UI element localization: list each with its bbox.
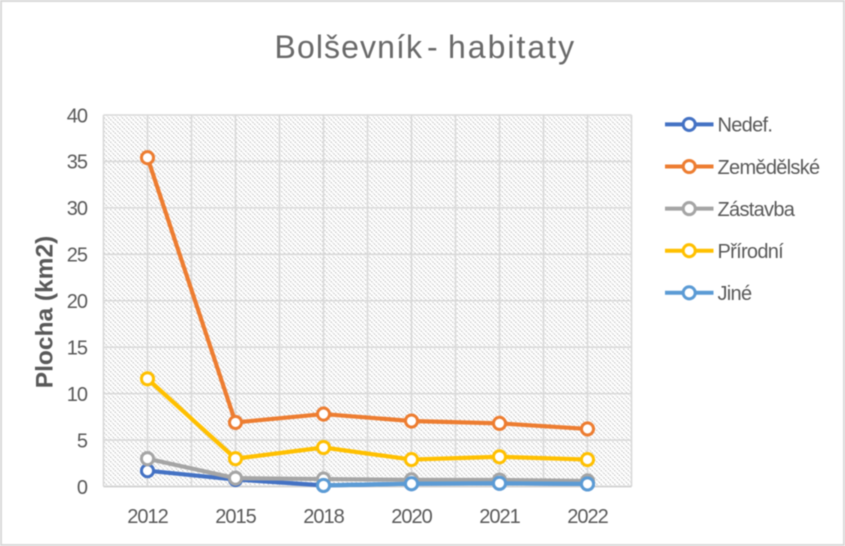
svg-text:5: 5 (77, 430, 88, 452)
svg-text:2015: 2015 (215, 506, 256, 528)
svg-text:2021: 2021 (479, 506, 520, 528)
svg-text:35: 35 (67, 152, 88, 174)
svg-text:Bolševník-habitaty: Bolševník - habitaty (275, 29, 577, 65)
svg-text:0: 0 (77, 477, 88, 499)
svg-text:40: 40 (67, 105, 88, 127)
svg-text:2020: 2020 (391, 506, 432, 528)
svg-text:Přírodní: Přírodní (718, 241, 785, 263)
svg-text:2018: 2018 (303, 506, 344, 528)
svg-text:15: 15 (67, 337, 88, 359)
svg-text:Jiné: Jiné (718, 283, 752, 305)
svg-text:Nedef.: Nedef. (718, 115, 773, 137)
svg-text:25: 25 (67, 245, 88, 267)
svg-text:Plocha (km2): Plocha (km2) (32, 236, 59, 389)
svg-text:20: 20 (67, 291, 88, 313)
svg-text:Zástavba: Zástavba (718, 199, 796, 221)
svg-text:30: 30 (67, 198, 88, 220)
svg-text:Zemědělské: Zemědělské (718, 157, 821, 179)
svg-text:2022: 2022 (567, 506, 608, 528)
svg-text:10: 10 (67, 384, 88, 406)
svg-text:2012: 2012 (127, 506, 168, 528)
